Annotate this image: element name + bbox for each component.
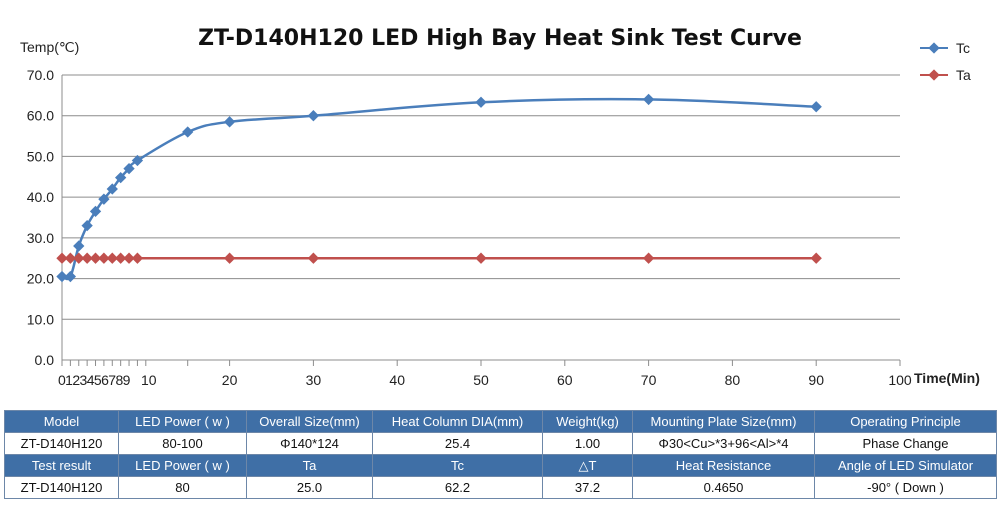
table-cell: Model [4,410,119,433]
x-tick-label-minor: 0123456789 [58,372,131,388]
table-cell: △T [542,454,633,477]
table-cell: ZT-D140H120 [4,432,119,455]
y-tick-label: 60.0 [27,108,54,124]
data-point-ta [307,252,320,264]
y-tick-label: 10.0 [27,311,54,327]
table-cell: Φ30<Cu>*3+96<Al>*4 [632,432,815,455]
table-cell: Ta [246,454,373,477]
table-cell: Phase Change [814,432,997,455]
y-tick-label: 30.0 [27,230,54,246]
data-point-ta [123,252,135,264]
table-cell: 80-100 [118,432,247,455]
y-tick-label: 70.0 [27,67,54,83]
data-point-tc [131,154,144,167]
table-cell: Heat Column DIA(mm) [372,410,543,433]
data-point-tc [182,126,194,138]
x-axis-label: Time(Min) [914,370,980,386]
table-row: ZT-D140H120 80 25.0 62.2 37.2 0.4650 -90… [4,476,997,499]
data-point-tc [64,270,77,283]
data-point-ta [223,252,236,264]
specs-table: Model LED Power ( w ) Overall Size(mm) H… [4,410,997,499]
y-tick-label: 20.0 [27,271,54,287]
table-header-row: Model LED Power ( w ) Overall Size(mm) H… [4,410,997,433]
data-point-tc [81,219,93,232]
x-tick-label: 70 [641,372,657,388]
data-point-ta [810,252,822,264]
data-point-ta [475,252,487,264]
x-tick-label: 90 [808,372,824,388]
table-cell: 37.2 [542,476,633,499]
table-cell: Overall Size(mm) [246,410,373,433]
table-cell: Mounting Plate Size(mm) [632,410,815,433]
data-point-tc [307,110,320,122]
table-cell: Heat Resistance [632,454,815,477]
series-group [56,93,822,283]
table-cell: 25.4 [372,432,543,455]
table-row: ZT-D140H120 80-100 Φ140*124 25.4 1.00 Φ3… [4,432,997,455]
table-cell: 1.00 [542,432,633,455]
x-tick-labels: 0123456789 10 20 30 40 50 60 70 80 90 100 [58,372,912,388]
legend-label-tc: Tc [956,40,970,56]
y-tick-label: 50.0 [27,148,54,164]
y-tick-label: 0.0 [35,352,55,368]
table-cell: Test result [4,454,119,477]
table-header-row: Test result LED Power ( w ) Ta Tc △T Hea… [4,454,997,477]
legend-marker-ta [928,69,940,81]
y-axis-label: Temp(℃) [20,39,79,55]
data-point-tc [223,116,236,128]
series-line-tc [61,97,817,281]
table-cell: Operating Principle [814,410,997,433]
table-cell: LED Power ( w ) [118,454,247,477]
legend: Tc Ta [920,40,971,83]
table-cell: Angle of LED Simulator [814,454,997,477]
table-cell: ZT-D140H120 [4,476,119,499]
legend-marker-tc [928,42,940,54]
x-tick-label: 10 [141,372,157,388]
table-cell: 25.0 [246,476,373,499]
legend-label-ta: Ta [956,67,971,83]
x-tick-label: 40 [389,372,405,388]
x-tick-label: 50 [473,372,489,388]
table-cell: LED Power ( w ) [118,410,247,433]
data-point-tc [810,101,822,113]
data-point-tc [123,162,135,175]
table-cell: Tc [372,454,543,477]
y-tick-label: 40.0 [27,189,54,205]
grid-lines [61,74,901,366]
temperature-chart: ZT-D140H120 LED High Bay Heat Sink Test … [20,26,980,388]
x-tick-label: 60 [557,372,573,388]
data-point-ta [642,252,655,264]
data-point-tc [475,96,487,108]
table-cell: Weight(kg) [542,410,633,433]
table-cell: Φ140*124 [246,432,373,455]
table-cell: 0.4650 [632,476,815,499]
chart-title: ZT-D140H120 LED High Bay Heat Sink Test … [198,26,802,51]
x-tick-label: 20 [222,372,238,388]
x-tick-label: 100 [888,372,912,388]
table-cell: -90° ( Down ) [814,476,997,499]
table-cell: 62.2 [372,476,543,499]
y-tick-labels: 0.0 10.0 20.0 30.0 40.0 50.0 60.0 70.0 [27,67,54,368]
x-tick-label: 80 [725,372,741,388]
table-cell: 80 [118,476,247,499]
data-point-ta [131,252,144,264]
data-point-tc [642,93,655,106]
x-tick-label: 30 [306,372,322,388]
data-point-tc [73,240,85,252]
